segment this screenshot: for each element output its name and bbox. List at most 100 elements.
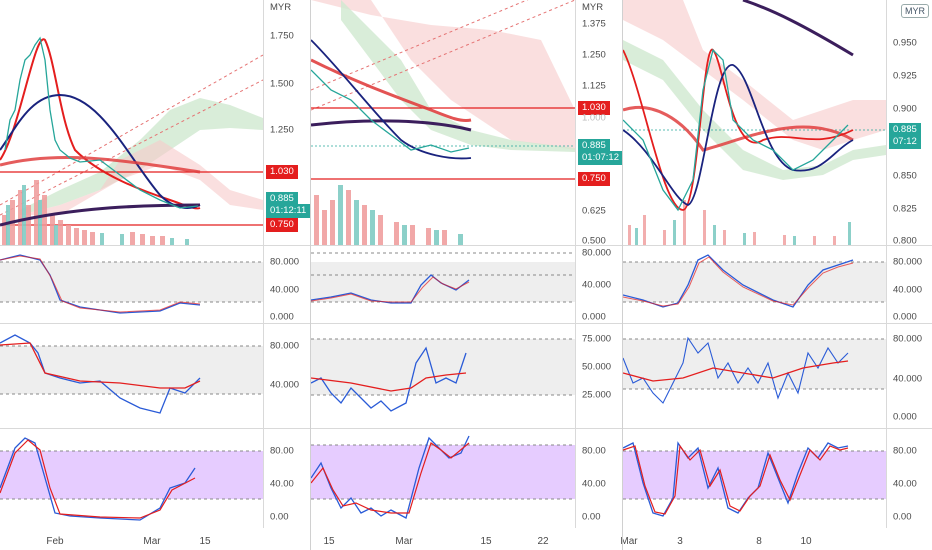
price-tick: 0.925 <box>893 70 917 82</box>
price-axis-left[interactable]: MYR 1.750 1.500 1.250 1.030 0.885 01:12:… <box>263 0 310 245</box>
rsi-panel-middle[interactable]: 80.000 40.000 0.000 <box>311 245 622 324</box>
mfi-axis-left: 80.000 40.000 <box>263 323 310 428</box>
rsi-tick: 40.000 <box>270 284 300 296</box>
price-tick: 1.375 <box>582 18 606 30</box>
chart-column-right: MYR 0.950 0.925 0.900 0.885 07:12 0.850 … <box>620 0 932 550</box>
currency-label: MYR <box>270 2 292 13</box>
currency-label: MYR <box>582 2 604 13</box>
level-tag: 1.030 <box>578 101 610 115</box>
price-panel-right[interactable]: MYR 0.950 0.925 0.900 0.885 07:12 0.850 … <box>623 0 932 246</box>
mfi-tick: 80.000 <box>893 333 923 345</box>
x-label: 22 <box>537 536 549 547</box>
stoch-chart-left[interactable] <box>0 428 263 528</box>
x-label: 8 <box>756 536 762 547</box>
price-tick: 0.800 <box>893 235 917 246</box>
last-price-tag: 0.885 <box>266 192 298 206</box>
stoch-panel-middle[interactable]: 80.00 40.00 0.00 <box>311 428 622 528</box>
price-tick: 0.850 <box>893 170 917 182</box>
chart-column-left: MYR 1.750 1.500 1.250 1.030 0.885 01:12:… <box>0 0 310 550</box>
mfi-axis-middle: 75.000 50.000 25.000 <box>575 323 622 428</box>
price-tick: 1.000 <box>582 112 606 124</box>
mfi-tick: 0.000 <box>893 411 917 423</box>
x-label: 3 <box>677 536 683 547</box>
price-axis-middle[interactable]: MYR 1.375 1.250 1.125 1.030 1.000 0.885 … <box>575 0 622 245</box>
stoch-tick: 80.00 <box>893 445 917 457</box>
x-label: Mar <box>395 536 413 547</box>
stoch-tick: 40.00 <box>270 478 294 490</box>
rsi-tick: 80.000 <box>582 247 612 259</box>
level-tag: 0.750 <box>578 172 610 186</box>
chart-column-middle: MYR 1.375 1.250 1.125 1.030 1.000 0.885 … <box>311 0 622 550</box>
rsi-tick: 40.000 <box>893 284 923 296</box>
rsi-panel-right[interactable]: 80.000 40.000 0.000 <box>623 245 932 324</box>
mfi-tick: 75.000 <box>582 333 612 345</box>
price-tick: 1.500 <box>270 78 294 90</box>
price-tick: 0.500 <box>582 235 606 246</box>
price-tick: 0.825 <box>893 203 917 215</box>
rsi-chart-middle[interactable] <box>311 245 575 323</box>
mfi-panel-right[interactable]: 80.000 40.000 0.000 <box>623 323 932 429</box>
mfi-tick: 40.000 <box>270 379 300 391</box>
last-price-tag: 0.885 <box>889 123 921 137</box>
price-chart-left[interactable] <box>0 0 263 245</box>
countdown-tag: 01:12:11 <box>266 204 310 218</box>
mfi-chart-middle[interactable] <box>311 323 575 428</box>
rsi-tick: 40.000 <box>582 279 612 291</box>
stoch-axis-middle: 80.00 40.00 0.00 <box>575 428 622 528</box>
stoch-tick: 40.00 <box>893 478 917 490</box>
rsi-axis-right: 80.000 40.000 0.000 <box>886 245 932 323</box>
price-tick: 0.900 <box>893 103 917 115</box>
rsi-axis-middle: 80.000 40.000 0.000 <box>575 245 622 323</box>
stoch-tick: 0.00 <box>270 511 289 523</box>
stoch-panel-right[interactable]: 80.00 40.00 0.00 <box>623 428 932 528</box>
stoch-tick: 40.00 <box>582 478 606 490</box>
countdown-tag: 01:07:12 <box>578 151 622 165</box>
mfi-panel-left[interactable]: 80.000 40.000 <box>0 323 310 429</box>
mfi-chart-right[interactable] <box>623 323 886 428</box>
x-label: Mar <box>143 536 161 547</box>
rsi-tick: 80.000 <box>270 256 300 268</box>
mfi-chart-left[interactable] <box>0 323 263 428</box>
stoch-panel-left[interactable]: 80.00 40.00 0.00 <box>0 428 310 528</box>
x-label: 15 <box>323 536 335 547</box>
stoch-tick: 80.00 <box>582 445 606 457</box>
column-divider <box>310 0 311 550</box>
rsi-tick: 0.000 <box>270 311 294 323</box>
rsi-tick: 0.000 <box>893 311 917 323</box>
x-label: 15 <box>199 536 211 547</box>
currency-badge[interactable]: MYR <box>901 4 929 18</box>
price-tick: 1.125 <box>582 80 606 92</box>
x-label: 15 <box>480 536 492 547</box>
price-tick: 1.250 <box>270 124 294 136</box>
stoch-chart-right[interactable] <box>623 428 886 528</box>
price-panel-left[interactable]: MYR 1.750 1.500 1.250 1.030 0.885 01:12:… <box>0 0 310 246</box>
mfi-tick: 40.000 <box>893 373 923 385</box>
mfi-tick: 50.000 <box>582 361 612 373</box>
price-panel-middle[interactable]: MYR 1.375 1.250 1.125 1.030 1.000 0.885 … <box>311 0 622 246</box>
rsi-tick: 80.000 <box>893 256 923 268</box>
rsi-tick: 0.000 <box>582 311 606 323</box>
last-price-tag: 0.885 <box>578 139 610 153</box>
rsi-panel-left[interactable]: 80.000 40.000 0.000 <box>0 245 310 324</box>
column-divider <box>622 0 623 550</box>
rsi-chart-right[interactable] <box>623 245 886 323</box>
price-axis-right[interactable]: MYR 0.950 0.925 0.900 0.885 07:12 0.850 … <box>886 0 932 245</box>
mfi-axis-right: 80.000 40.000 0.000 <box>886 323 932 428</box>
price-tick: 1.750 <box>270 30 294 42</box>
mfi-tick: 80.000 <box>270 340 300 352</box>
rsi-chart-left[interactable] <box>0 245 263 323</box>
price-tick: 0.625 <box>582 205 606 217</box>
stoch-chart-middle[interactable] <box>311 428 575 528</box>
x-label: Mar <box>620 536 638 547</box>
price-tick: 1.250 <box>582 49 606 61</box>
rsi-axis-left: 80.000 40.000 0.000 <box>263 245 310 323</box>
level-tag: 1.030 <box>266 165 298 179</box>
price-tick: 0.950 <box>893 37 917 49</box>
stoch-tick: 0.00 <box>582 511 601 523</box>
x-label: Feb <box>46 536 64 547</box>
stoch-axis-right: 80.00 40.00 0.00 <box>886 428 932 528</box>
price-chart-right[interactable] <box>623 0 886 245</box>
price-chart-middle[interactable] <box>311 0 575 245</box>
level-tag: 0.750 <box>266 218 298 232</box>
mfi-panel-middle[interactable]: 75.000 50.000 25.000 <box>311 323 622 429</box>
